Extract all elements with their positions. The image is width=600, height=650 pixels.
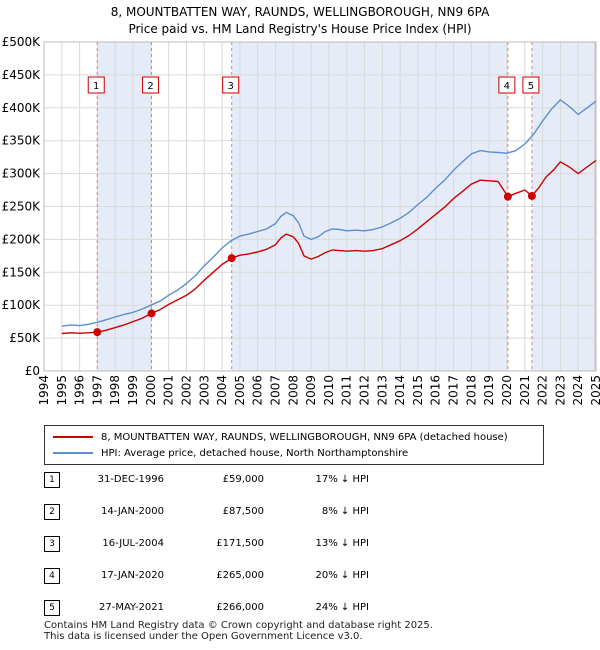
transaction-label-box [142,76,160,94]
legend-item-property: 8, MOUNTBATTEN WAY, RAUNDS, WELLINGBOROU… [53,430,508,444]
hpi-series-line [61,99,597,327]
row-date: 27-MAY-2021 [98,602,164,613]
row-number-badge: 3 [44,536,60,552]
row-price: £266,000 [216,602,264,613]
transaction-point [147,309,156,318]
x-tick-label: 2023 [553,375,567,406]
y-tick-label: £250K [2,200,42,214]
x-tick-label: 2017 [447,375,461,406]
transaction-label: 1 [93,81,99,92]
transaction-point [503,192,512,201]
row-number-badge: 5 [44,600,60,616]
x-tick-label: 2021 [518,375,532,406]
x-tick-label: 2019 [482,375,496,406]
row-date: 17-JAN-2020 [100,570,164,581]
legend-label-property: 8, MOUNTBATTEN WAY, RAUNDS, WELLINGBOROU… [101,431,508,443]
x-tick-label: 2012 [358,375,372,406]
transaction-label: 2 [147,81,153,92]
row-price: £265,000 [216,570,264,581]
x-tick-label: 2011 [340,375,354,406]
y-tick-label: £350K [2,134,42,148]
x-tick-label: 2024 [571,375,585,406]
price-chart: £0 £50K £100K £150K £200K £250K £300K £350K £400… [2,35,600,406]
footer: Contains HM Land Registry data © Crown c… [44,620,433,642]
x-tick-label: 1998 [108,375,122,406]
table-row: 2 14-JAN-2000 £87,500 8% ↓ HPI [44,504,584,520]
y-tick-label: £50K [9,331,41,345]
table-row: 3 16-JUL-2004 £171,500 13% ↓ HPI [44,536,584,552]
x-tick-label: 2018 [464,375,478,406]
legend: 8, MOUNTBATTEN WAY, RAUNDS, WELLINGBOROU… [44,425,544,465]
x-tick-label: 2003 [197,375,211,406]
transaction-label-box [222,76,240,94]
x-tick-label: 1995 [55,375,69,406]
row-number-badge: 2 [44,504,60,520]
x-tick-label: 1996 [73,375,87,406]
transaction-label-box [498,76,516,94]
y-tick-label: £200K [2,232,42,246]
x-tick-label: 1999 [126,375,140,406]
x-tick-label: 1994 [37,375,51,406]
table-row: 5 27-MAY-2021 £266,000 24% ↓ HPI [44,600,584,616]
x-tick-label: 2014 [393,375,407,406]
x-tick-label: 2007 [268,375,282,406]
transaction-label-box [87,76,105,94]
transaction-label: 4 [504,81,510,92]
row-hpi-diff: 8% ↓ HPI [321,506,369,517]
x-tick-label: 2022 [536,375,550,406]
row-hpi-diff: 13% ↓ HPI [315,538,369,549]
transaction-label: 3 [227,81,233,92]
x-tick-label: 2010 [322,375,336,406]
row-date: 31-DEC-1996 [97,474,164,485]
row-number-badge: 4 [44,568,60,584]
x-tick-label: 2000 [144,375,158,406]
transaction-point [93,328,102,337]
x-tick-label: 2015 [411,375,425,406]
row-date: 16-JUL-2004 [102,538,164,549]
y-tick-label: £450K [2,68,42,82]
row-price: £87,500 [222,506,264,517]
row-price: £171,500 [216,538,264,549]
row-hpi-diff: 20% ↓ HPI [315,570,369,581]
chart-title: 8, MOUNTBATTEN WAY, RAUNDS, WELLINGBOROU… [0,4,600,38]
x-tick-label: 2008 [286,375,300,406]
title-subtitle: Price paid vs. HM Land Registry's House … [128,22,472,36]
table-row: 4 17-JAN-2020 £265,000 20% ↓ HPI [44,568,584,584]
legend-swatch-hpi [53,452,93,454]
x-tick-label: 2004 [215,375,229,406]
x-tick-label: 2002 [179,375,193,406]
y-tick-label: £150K [2,265,42,279]
legend-label-hpi: HPI: Average price, detached house, Nort… [101,447,409,459]
x-tick-label: 2001 [162,375,176,406]
footer-copyright: Contains HM Land Registry data © Crown c… [44,620,433,631]
table-row: 1 31-DEC-1996 £59,000 17% ↓ HPI [44,472,584,488]
x-tick-label: 2006 [251,375,265,406]
transaction-label-box [522,76,540,94]
y-tick-label: £0 [25,364,40,378]
transaction-point [527,191,536,200]
legend-swatch-property [53,436,93,438]
row-number-badge: 1 [44,472,60,488]
row-date: 14-JAN-2000 [100,506,164,517]
transaction-point [227,254,236,263]
footer-licence: This data is licensed under the Open Gov… [44,631,363,642]
x-tick-label: 2005 [233,375,247,406]
transaction-label: 5 [528,81,534,92]
y-tick-label: £500K [2,35,42,49]
legend-item-hpi: HPI: Average price, detached house, Nort… [53,446,408,460]
x-tick-label: 2025 [589,375,600,406]
y-tick-label: £400K [2,101,42,115]
x-tick-label: 2020 [500,375,514,406]
title-address: 8, MOUNTBATTEN WAY, RAUNDS, WELLINGBOROU… [110,5,490,19]
x-tick-label: 1997 [90,375,104,406]
row-price: £59,000 [222,474,264,485]
row-hpi-diff: 24% ↓ HPI [315,602,369,613]
plot-border [43,41,597,372]
x-tick-label: 2013 [375,375,389,406]
y-tick-label: £100K [2,298,42,312]
x-tick-label: 2016 [429,375,443,406]
y-tick-label: £300K [2,167,42,181]
row-hpi-diff: 17% ↓ HPI [315,474,369,485]
x-tick-label: 2009 [304,375,318,406]
